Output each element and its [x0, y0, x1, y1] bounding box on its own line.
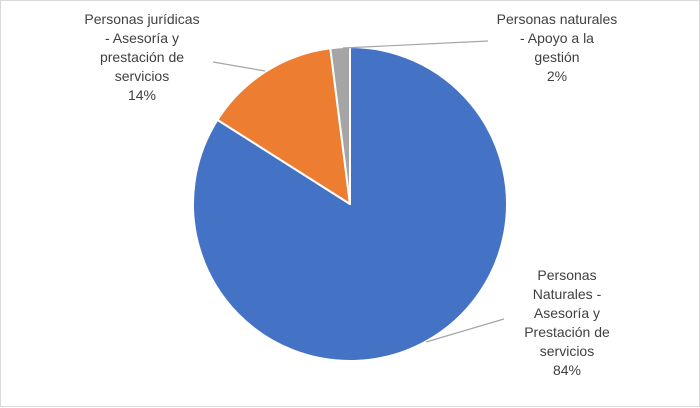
data-label-line: prestación de [100, 49, 184, 65]
leader-line [212, 61, 266, 72]
data-label: Personas jurídicas - Asesoría y prestación… [84, 11, 199, 103]
data-label: Personas Naturales - Asesoría y Prestación … [524, 267, 610, 378]
pie-slice [329, 46, 351, 205]
data-label-line: Personas [537, 267, 596, 283]
data-label-line: Naturales - [533, 286, 602, 302]
data-label-line: Asesoría y [534, 305, 600, 321]
data-label-line: servicios [115, 68, 169, 84]
leader-line [425, 318, 505, 343]
data-label-line: - Apoyo a la [520, 30, 594, 46]
data-label-line: Prestación de [524, 324, 610, 340]
data-label-percent: 14% [128, 87, 156, 103]
data-label-line: Personas jurídicas [84, 11, 199, 27]
data-label-line: Personas naturales [497, 11, 618, 27]
leader-line [342, 40, 489, 49]
data-label-line: gestión [534, 49, 579, 65]
data-label: Personas naturales - Apoyo a la gestión 2% [497, 11, 618, 84]
data-label-line: servicios [540, 343, 594, 359]
data-label-line: - Asesoría y [105, 30, 179, 46]
data-label-percent: 84% [553, 362, 581, 378]
pie-slice [216, 47, 351, 205]
data-label-percent: 2% [547, 68, 567, 84]
